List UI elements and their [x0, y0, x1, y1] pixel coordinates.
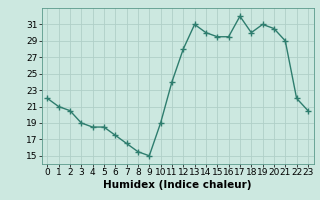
X-axis label: Humidex (Indice chaleur): Humidex (Indice chaleur): [103, 180, 252, 190]
